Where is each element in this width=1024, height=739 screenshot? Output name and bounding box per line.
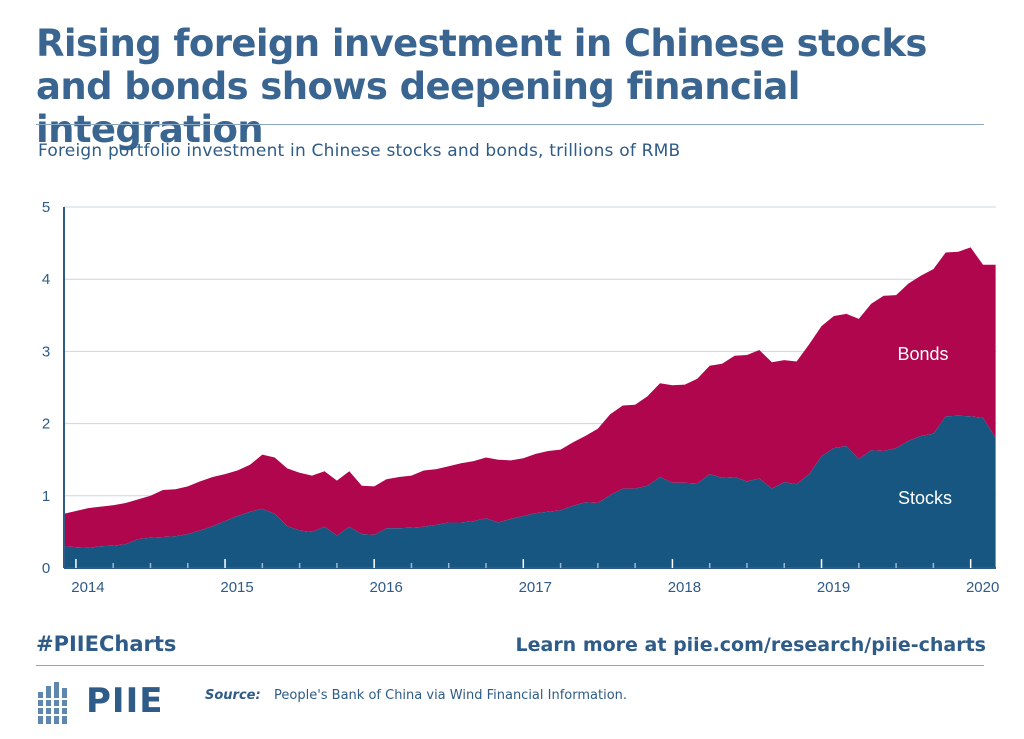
x-tick-label: 2016 bbox=[369, 579, 402, 596]
axes bbox=[63, 207, 996, 569]
y-tick-label: 3 bbox=[42, 343, 50, 360]
chart-title: Rising foreign investment in Chinese sto… bbox=[36, 22, 927, 151]
annotation-stocks: Stocks bbox=[898, 488, 952, 508]
footer-divider bbox=[36, 665, 984, 666]
hashtag: #PIIECharts bbox=[36, 632, 177, 656]
piie-logo-text: PIIE bbox=[86, 681, 164, 721]
piie-logo-icon bbox=[36, 682, 70, 724]
source-label: Source: bbox=[205, 688, 261, 703]
x-tick-label: 2019 bbox=[817, 579, 850, 596]
series-bonds-area bbox=[63, 247, 996, 548]
stacked-area-chart: 0 1 2 3 4 5 2014 2015 2016 2017 2018 2019 2020 Bonds… bbox=[42, 199, 1000, 596]
learn-more-link[interactable]: Learn more at piie.com/research/piie-cha… bbox=[515, 634, 987, 656]
y-tick-label: 1 bbox=[42, 488, 50, 505]
y-tick-label: 0 bbox=[42, 560, 50, 577]
x-tick-label: 2015 bbox=[220, 579, 253, 596]
x-tick-label: 2018 bbox=[668, 579, 701, 596]
x-tick-label: 2020 bbox=[966, 579, 999, 596]
chart-subtitle: Foreign portfolio investment in Chinese … bbox=[38, 141, 681, 161]
series-stocks-area bbox=[63, 415, 996, 568]
y-tick-label: 4 bbox=[42, 271, 50, 288]
axis-labels: 0 1 2 3 4 5 2014 2015 2016 2017 2018 2019 2020 bbox=[42, 199, 1000, 596]
y-tick-label: 5 bbox=[42, 199, 50, 216]
title-divider bbox=[36, 124, 984, 125]
x-tick-label: 2014 bbox=[71, 579, 104, 596]
y-tick-label: 2 bbox=[42, 416, 50, 433]
data-areas bbox=[63, 247, 996, 568]
annotation-bonds: Bonds bbox=[897, 344, 948, 364]
x-tick-label: 2017 bbox=[519, 579, 552, 596]
source-text: People's Bank of China via Wind Financia… bbox=[274, 688, 628, 703]
